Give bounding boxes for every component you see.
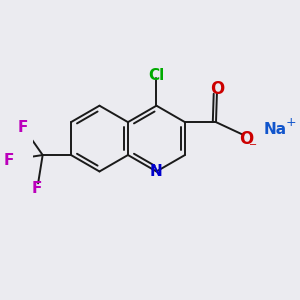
Text: F: F [18,120,28,135]
Text: F: F [3,153,14,168]
Text: +: + [286,116,297,129]
Text: N: N [150,164,163,179]
Text: O: O [239,130,253,148]
Text: Na: Na [264,122,287,137]
Text: F: F [32,181,42,196]
Text: O: O [210,80,224,98]
Text: Cl: Cl [148,68,165,82]
Text: −: − [249,140,257,150]
